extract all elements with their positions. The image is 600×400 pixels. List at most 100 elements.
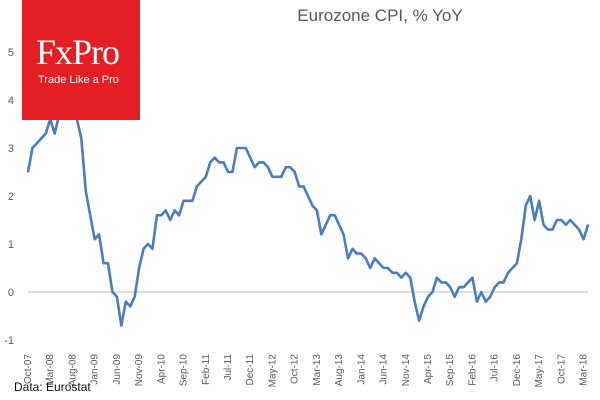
x-tick-label: Oct-12 — [290, 354, 301, 384]
data-point — [27, 171, 29, 173]
y-axis-ticks: -1 0 1 2 3 4 5 — [4, 47, 14, 347]
data-point — [498, 281, 500, 284]
x-tick-label: Jan-09 — [90, 354, 101, 385]
x-tick-label: Sep-15 — [445, 354, 456, 387]
data-point — [89, 214, 92, 216]
data-point — [258, 161, 260, 164]
data-point — [311, 204, 314, 207]
x-tick-label: Apr-10 — [156, 354, 167, 384]
x-tick-label: Jul-16 — [490, 354, 501, 382]
data-point — [160, 214, 163, 216]
data-point — [84, 190, 87, 192]
data-point — [262, 161, 265, 164]
data-point — [298, 185, 300, 188]
data-point — [378, 262, 380, 265]
data-point — [476, 300, 478, 303]
data-point — [520, 238, 523, 240]
data-point — [222, 161, 225, 164]
data-point — [360, 252, 363, 255]
data-point — [44, 132, 47, 135]
data-point — [578, 228, 580, 231]
data-point — [244, 147, 247, 149]
data-point — [316, 209, 318, 212]
data-point — [413, 300, 416, 303]
logo-tagline: Trade Like a Pro — [38, 74, 119, 86]
data-point — [458, 286, 460, 289]
data-point — [529, 195, 532, 197]
data-point — [178, 214, 180, 216]
x-tick-label: Nov-14 — [401, 354, 412, 387]
data-point — [120, 324, 123, 327]
x-tick-label: Feb-11 — [201, 354, 212, 385]
data-point — [253, 166, 256, 168]
data-point — [569, 219, 572, 221]
x-tick-label: Jul-11 — [223, 354, 234, 381]
data-point — [347, 257, 349, 260]
x-tick-label: Dec-11 — [245, 354, 256, 386]
data-point — [284, 166, 287, 168]
y-tick-label: 5 — [8, 47, 14, 59]
data-point — [111, 291, 114, 293]
data-point — [493, 286, 496, 289]
data-point — [53, 132, 56, 135]
data-point — [213, 156, 216, 159]
data-point — [467, 281, 469, 284]
data-point — [173, 209, 176, 212]
data-point — [351, 248, 354, 250]
x-tick-label: Jan-14 — [356, 354, 367, 385]
data-point — [338, 224, 340, 226]
data-point — [324, 224, 327, 226]
data-point — [302, 185, 305, 188]
x-tick-label: Nov-09 — [134, 354, 145, 387]
data-point — [511, 267, 514, 269]
data-point — [138, 267, 140, 269]
data-point — [289, 166, 292, 168]
data-point — [564, 224, 567, 226]
data-point — [538, 200, 540, 202]
x-tick-label: Feb-16 — [467, 354, 478, 386]
data-point — [107, 262, 109, 265]
data-point — [422, 305, 425, 308]
data-point — [480, 291, 483, 293]
data-point — [320, 233, 323, 236]
data-point — [427, 296, 429, 298]
data-point — [587, 224, 589, 226]
x-tick-label: Aug-13 — [334, 354, 345, 387]
data-point — [102, 262, 105, 265]
data-point — [31, 147, 34, 149]
data-point — [382, 267, 385, 269]
x-tick-label: Dec-16 — [512, 354, 523, 387]
y-tick-label: 3 — [8, 143, 14, 155]
data-point — [533, 219, 536, 221]
data-point — [462, 286, 465, 289]
data-point — [267, 166, 269, 168]
data-point — [404, 272, 407, 274]
data-point — [227, 171, 229, 173]
x-tick-label: Mar-08 — [45, 354, 56, 386]
data-point — [573, 224, 576, 226]
data-point — [40, 137, 43, 140]
data-point — [293, 171, 296, 173]
data-point — [116, 296, 118, 298]
data-point — [391, 272, 394, 274]
data-point — [164, 209, 167, 212]
chart-title: Eurozone CPI, % YoY — [297, 6, 463, 25]
data-point — [36, 142, 38, 144]
data-point — [93, 238, 96, 240]
data-point — [187, 200, 189, 202]
x-tick-label: Mar-18 — [579, 354, 590, 386]
x-tick-label: Apr-15 — [423, 354, 434, 384]
data-point — [373, 257, 376, 260]
data-point — [156, 214, 158, 216]
x-tick-label: Aug-08 — [67, 354, 78, 387]
data-point — [200, 180, 203, 183]
data-point — [502, 281, 505, 284]
data-point — [418, 320, 420, 322]
data-point — [342, 233, 345, 236]
data-point — [191, 200, 194, 202]
data-point — [356, 252, 358, 255]
data-point — [231, 171, 234, 173]
data-point — [409, 276, 412, 279]
data-point — [276, 176, 278, 178]
data-point — [236, 147, 238, 149]
